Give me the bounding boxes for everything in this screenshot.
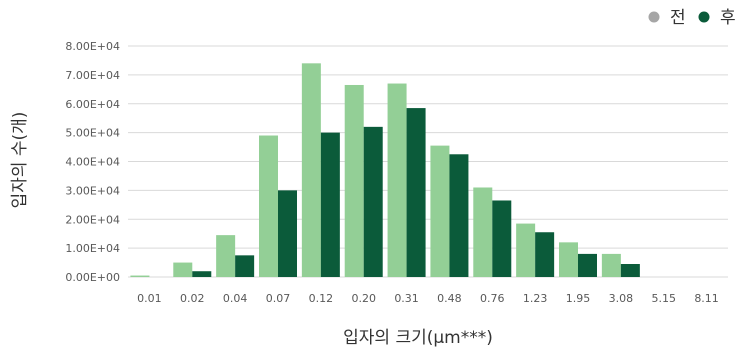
bar-before-1.23: [516, 223, 536, 277]
x-tick-label: 0.04: [223, 292, 248, 305]
y-tick-label: 3.00E+04: [65, 184, 120, 197]
y-tick-label: 6.00E+04: [65, 98, 120, 111]
y-tick-label: 1.00E+04: [65, 242, 120, 255]
bar-before-0.76: [473, 187, 493, 277]
x-tick-label: 0.07: [266, 292, 291, 305]
bar-before-0.12: [301, 63, 321, 278]
bar-after-0.20: [363, 126, 383, 277]
x-axis-ticks: 0.01 0.02 0.04 0.07 0.12 0.20 0.31 0.48 0.76 1.23…: [137, 292, 719, 305]
legend-marker-before: [648, 11, 660, 23]
x-tick-label: 0.31: [394, 292, 419, 305]
bar-after-0.12: [320, 132, 340, 277]
y-tick-label: 5.00E+04: [65, 127, 120, 140]
bar-after-1.95: [578, 253, 597, 277]
x-tick-label: 0.12: [309, 292, 334, 305]
y-axis-ticks: 0.00E+00 1.00E+04 2.00E+04 3.00E+04 4.00E+04…: [65, 40, 120, 284]
legend-label-after: 후: [720, 8, 736, 28]
y-tick-label: 7.00E+04: [65, 69, 120, 82]
y-tick-label: 8.00E+04: [65, 40, 120, 53]
bar-before-0.31: [387, 83, 407, 277]
bar-after-0.76: [492, 200, 512, 277]
x-tick-label: 8.11: [694, 292, 719, 305]
bar-after-0.07: [278, 190, 297, 277]
x-axis-title: 입자의 크기(μm***): [343, 328, 493, 348]
bar-before-1.95: [559, 242, 578, 277]
bar-after-0.04: [235, 255, 255, 277]
x-tick-label: 1.23: [523, 292, 548, 305]
bar-after-0.02: [192, 271, 212, 277]
x-tick-label: 0.20: [351, 292, 376, 305]
legend-marker-after: [698, 11, 710, 23]
x-tick-label: 0.01: [137, 292, 162, 305]
y-axis-title: 입자의 수(개): [10, 112, 30, 209]
bar-after-3.08: [620, 264, 640, 277]
x-tick-label: 1.95: [566, 292, 591, 305]
bar-before-0.20: [344, 84, 364, 277]
bar-after-0.48: [449, 154, 469, 277]
bar-before-3.08: [601, 253, 621, 277]
x-tick-label: 0.76: [480, 292, 505, 305]
bar-after-1.23: [535, 232, 555, 277]
x-tick-label: 0.02: [180, 292, 205, 305]
y-tick-label: 2.00E+04: [65, 213, 120, 226]
y-tick-label: 4.00E+04: [65, 156, 120, 169]
bar-before-0.07: [259, 135, 278, 277]
x-tick-label: 5.15: [651, 292, 676, 305]
y-tick-label: 0.00E+00: [65, 271, 120, 284]
bar-before-0.04: [216, 235, 236, 277]
bar-after-0.31: [406, 108, 426, 277]
legend-label-before: 전: [670, 8, 686, 28]
x-tick-label: 3.08: [609, 292, 634, 305]
bar-before-0.01: [130, 275, 150, 277]
bars: [130, 63, 640, 278]
x-tick-label: 0.48: [437, 292, 462, 305]
bar-before-0.48: [430, 145, 450, 277]
bar-before-0.02: [173, 262, 193, 277]
